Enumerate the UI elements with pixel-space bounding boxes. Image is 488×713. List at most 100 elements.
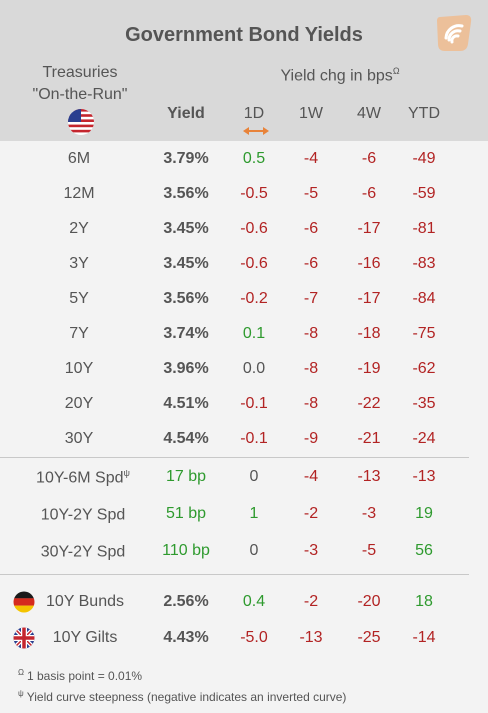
change-1d: 0.0 — [242, 360, 266, 377]
col-1d-header: 1D — [243, 105, 265, 122]
change-4w: -25 — [357, 629, 381, 646]
row-label: 10Y Bunds — [46, 593, 124, 610]
yield-change-label: Yield chg in bpsΩ — [240, 66, 440, 85]
yield-value: 3.45% — [163, 220, 209, 237]
table-row: 30Y 4.54% -0.1 -9 -21 -24 — [0, 421, 488, 456]
change-4w: -5 — [361, 542, 377, 559]
row-label: 5Y — [69, 290, 89, 307]
psi-mark: ψ — [123, 468, 130, 478]
change-4w: -22 — [357, 395, 381, 412]
yield-value: 51 bp — [165, 505, 207, 522]
sort-arrow-icon[interactable] — [242, 126, 270, 136]
change-1d: -0.6 — [240, 255, 268, 272]
row-label: 10Y — [64, 360, 94, 377]
change-1d: 1 — [249, 505, 259, 522]
change-ytd: -35 — [412, 395, 436, 412]
table-row: 10Y 3.96% 0.0 -8 -19 -62 — [0, 351, 488, 386]
change-4w: -6 — [361, 150, 377, 167]
change-4w: -17 — [357, 290, 381, 307]
row-label: 30Y-2Y Spd — [8, 542, 158, 561]
yield-change-text: Yield chg in bps — [280, 67, 393, 85]
us-flag-icon — [68, 109, 94, 135]
table-header: Government Bond Yields Treasuries "On-th… — [0, 0, 488, 141]
table-row: 10Y Bunds 2.56% 0.4 -2 -20 18 — [0, 584, 488, 619]
change-1w: -4 — [303, 150, 319, 167]
change-ytd: -81 — [412, 220, 436, 237]
footnote-mark: Ω — [18, 668, 24, 677]
yield-value: 3.96% — [163, 360, 209, 377]
change-1d: -0.2 — [240, 290, 268, 307]
change-1d: -0.6 — [240, 220, 268, 237]
change-4w: -13 — [357, 468, 381, 485]
footnote-curve-steepness: ψ Yield curve steepness (negative indicat… — [18, 689, 346, 704]
change-ytd: -84 — [412, 290, 436, 307]
table-row: 10Y Gilts 4.43% -5.0 -13 -25 -14 — [0, 620, 488, 655]
table-row: 3Y 3.45% -0.6 -6 -16 -83 — [0, 246, 488, 281]
table-row: 30Y-2Y Spd 110 bp 0 -3 -5 56 — [0, 533, 488, 568]
col-1w-header: 1W — [299, 105, 323, 122]
change-1w: -8 — [303, 325, 319, 342]
treasuries-line1: Treasuries — [42, 64, 118, 81]
row-label-text: 10Y-2Y Spd — [40, 506, 126, 524]
col-yield-header: Yield — [167, 105, 205, 122]
change-4w: -20 — [357, 593, 381, 610]
change-ytd: -13 — [412, 468, 436, 485]
table-row: 12M 3.56% -0.5 -5 -6 -59 — [0, 176, 488, 211]
change-1w: -6 — [303, 220, 319, 237]
row-label: 7Y — [69, 325, 89, 342]
yield-value: 3.74% — [163, 325, 209, 342]
change-1w: -6 — [303, 255, 319, 272]
change-4w: -6 — [361, 185, 377, 202]
table-row: 2Y 3.45% -0.6 -6 -17 -81 — [0, 211, 488, 246]
row-label: 20Y — [64, 395, 94, 412]
row-label: 30Y — [64, 430, 94, 447]
footnote-text: 1 basis point = 0.01% — [26, 669, 143, 683]
brand-logo-icon — [437, 15, 472, 51]
footnote-mark: ψ — [18, 689, 24, 698]
row-label: 6M — [67, 150, 91, 167]
treasuries-line2: "On-the-Run" — [32, 86, 128, 103]
change-1d: -5.0 — [240, 629, 268, 646]
col-4w-header: 4W — [357, 105, 381, 122]
row-label-text: 30Y-2Y Spd — [40, 543, 126, 561]
table-row: 20Y 4.51% -0.1 -8 -22 -35 — [0, 386, 488, 421]
change-ytd: -75 — [412, 325, 436, 342]
change-1w: -9 — [303, 430, 319, 447]
row-label: 10Y-2Y Spd — [8, 505, 158, 524]
yield-value: 3.79% — [163, 150, 209, 167]
treasuries-label: Treasuries "On-the-Run" — [20, 62, 140, 106]
col-ytd-header: YTD — [408, 105, 440, 122]
change-1w: -13 — [299, 629, 323, 646]
yield-value: 17 bp — [165, 468, 207, 485]
table-row: 10Y-6M Spdψ 17 bp 0 -4 -13 -13 — [0, 459, 488, 494]
change-ytd: -14 — [412, 629, 436, 646]
change-4w: -18 — [357, 325, 381, 342]
row-label: 10Y Gilts — [52, 629, 118, 646]
change-1d: -0.1 — [240, 430, 268, 447]
change-1w: -2 — [303, 505, 319, 522]
change-1d: 0.5 — [242, 150, 266, 167]
change-1d: -0.1 — [240, 395, 268, 412]
change-1w: -8 — [303, 360, 319, 377]
row-label: 2Y — [69, 220, 89, 237]
yield-value: 2.56% — [163, 593, 209, 610]
change-1d: 0.4 — [242, 593, 266, 610]
change-1w: -8 — [303, 395, 319, 412]
row-label: 10Y-6M Spdψ — [8, 468, 158, 487]
change-ytd: 18 — [415, 593, 433, 610]
change-1d: 0 — [249, 468, 259, 485]
change-1w: -4 — [303, 468, 319, 485]
change-1w: -7 — [303, 290, 319, 307]
uk-flag-icon — [13, 627, 35, 649]
divider — [0, 457, 469, 458]
yield-value: 3.56% — [163, 185, 209, 202]
yield-value: 3.45% — [163, 255, 209, 272]
yield-value: 3.56% — [163, 290, 209, 307]
change-1w: -3 — [303, 542, 319, 559]
change-ytd: -83 — [412, 255, 436, 272]
yield-value: 110 bp — [162, 542, 210, 559]
change-ytd: -62 — [412, 360, 436, 377]
change-1d: 0 — [249, 542, 259, 559]
change-1w: -2 — [303, 593, 319, 610]
